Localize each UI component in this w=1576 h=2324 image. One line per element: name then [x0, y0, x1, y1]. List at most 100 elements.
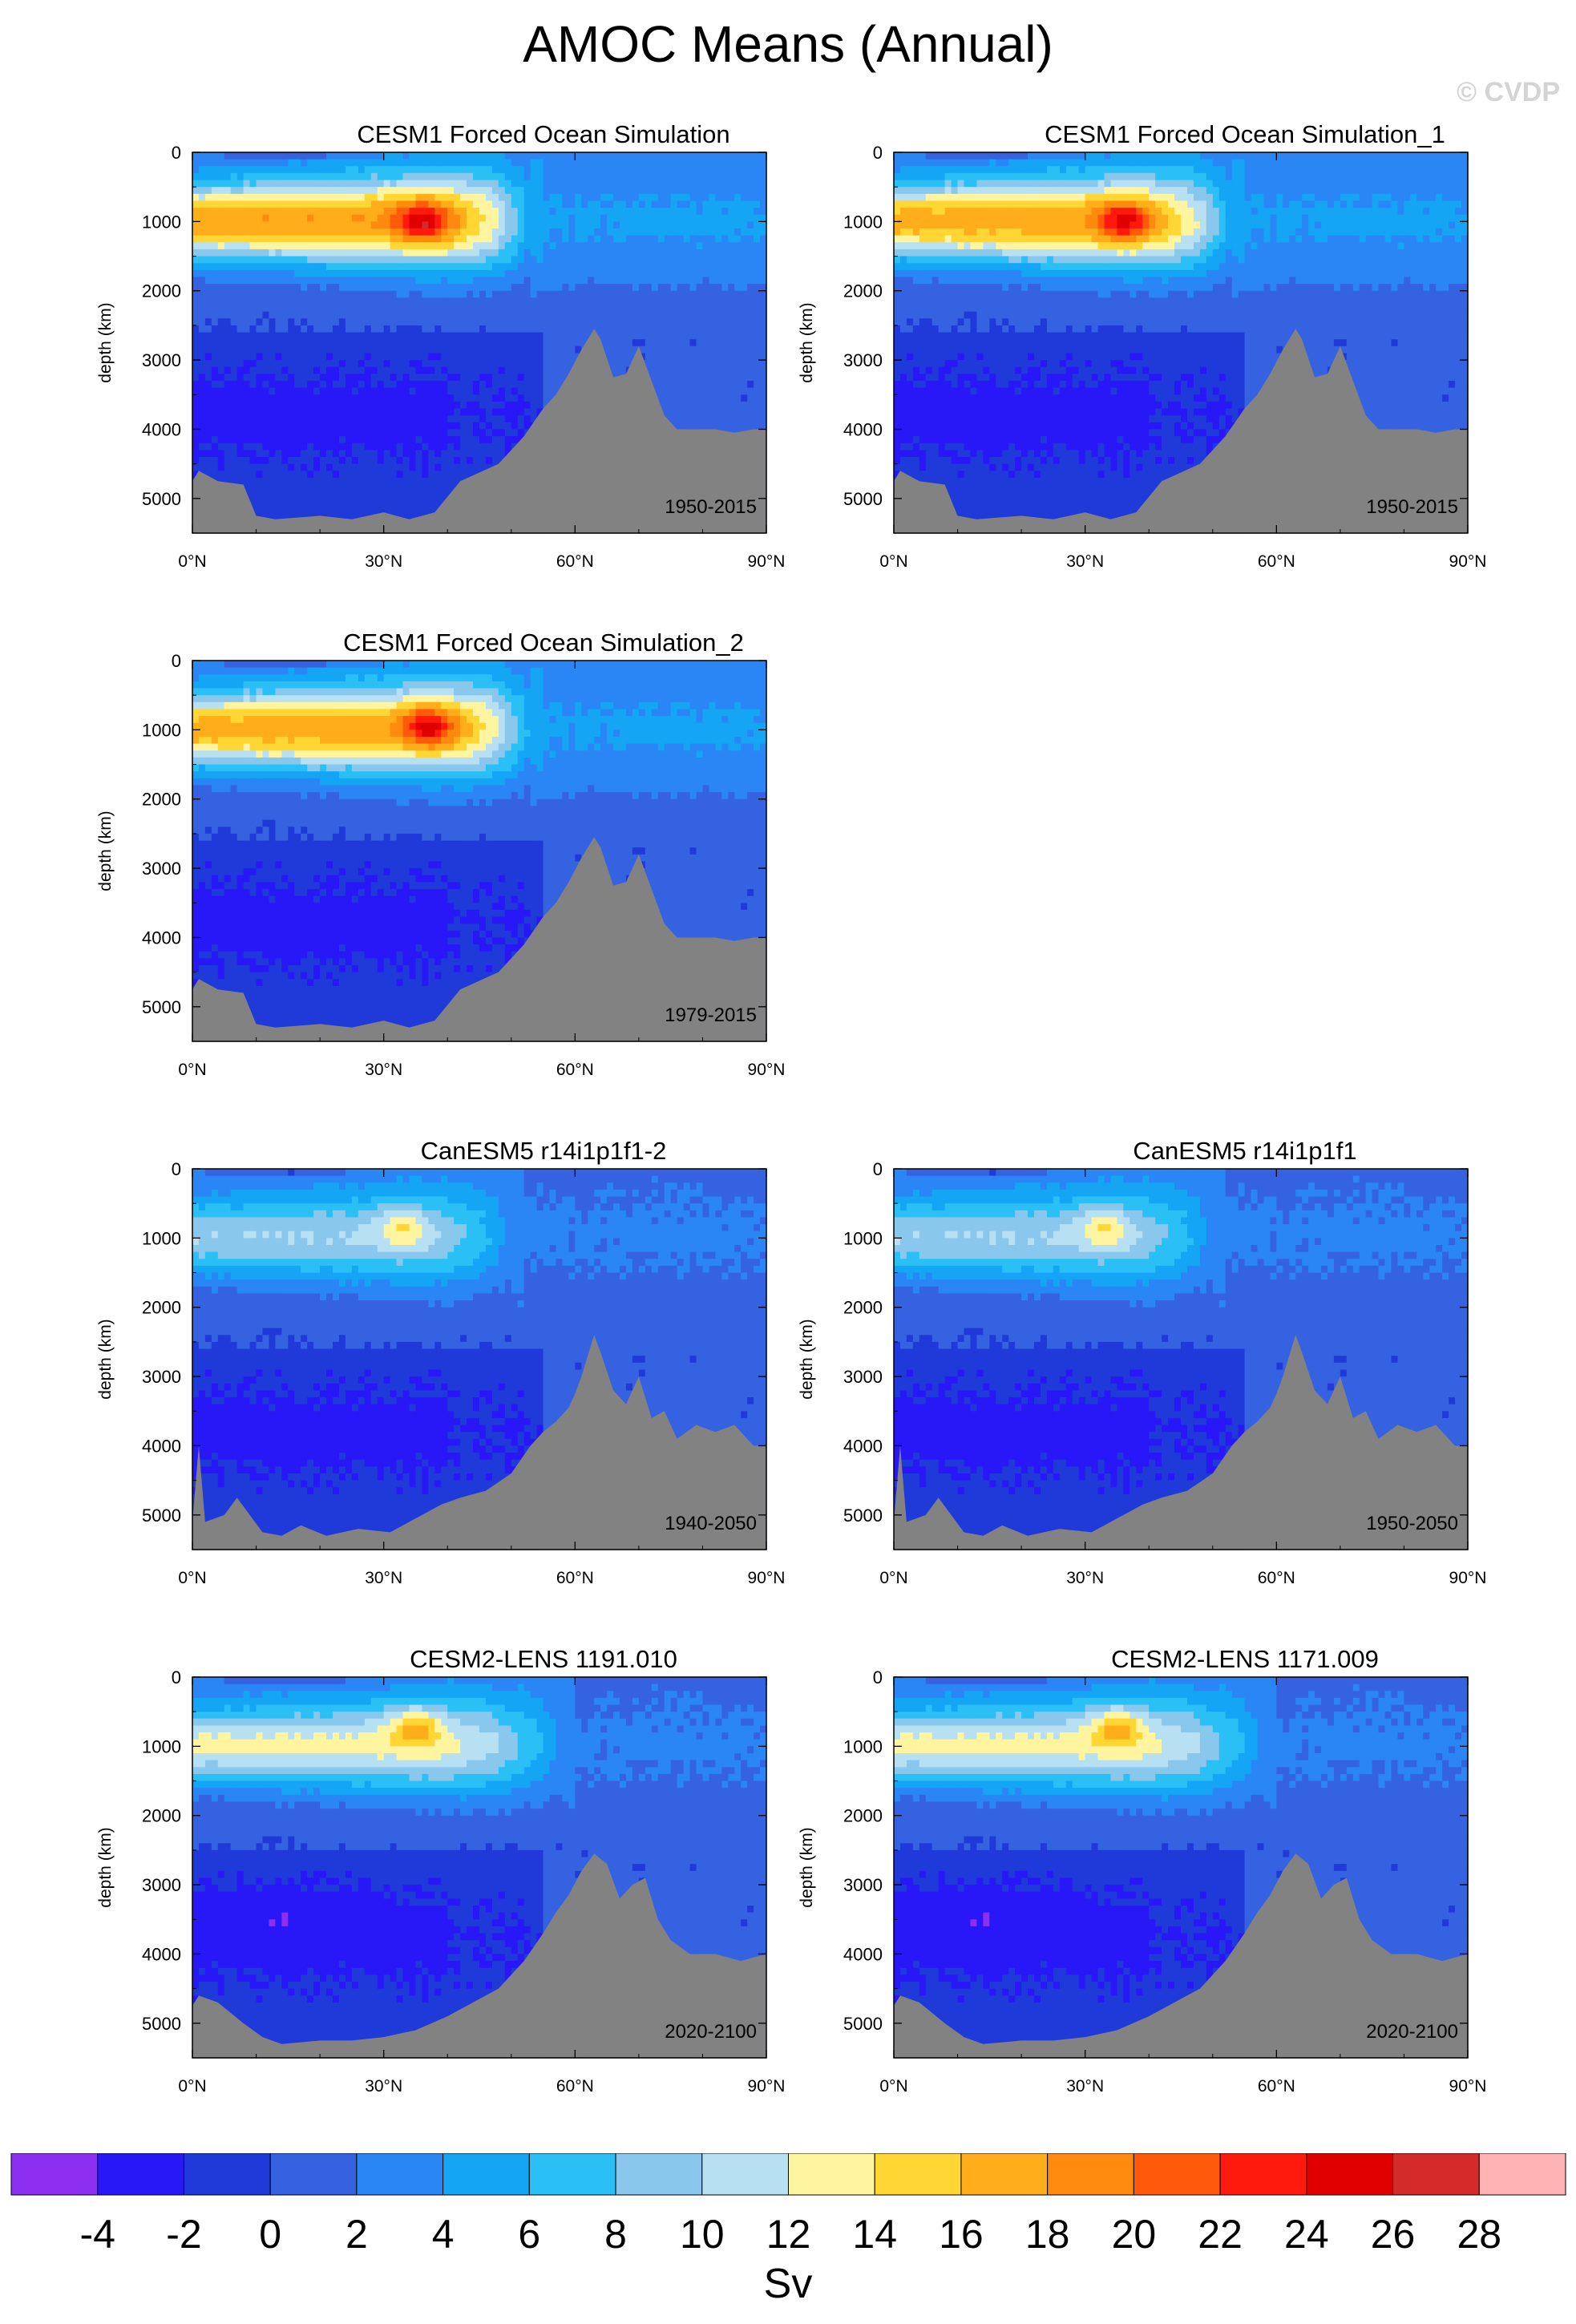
y-tick-label: 3000	[142, 350, 181, 370]
field-cell	[422, 408, 429, 416]
field-cell	[498, 235, 506, 243]
field-cell	[415, 214, 422, 222]
field-cell	[696, 159, 704, 167]
field-cell	[741, 166, 748, 174]
field-cell	[613, 339, 620, 347]
field-cell	[345, 408, 353, 416]
field-cell	[581, 277, 588, 285]
field-cell	[491, 374, 499, 382]
field-cell	[613, 263, 620, 271]
field-cell	[447, 318, 455, 326]
field-cell	[217, 187, 225, 195]
field-cell	[696, 374, 704, 382]
field-cell	[747, 242, 754, 250]
field-cell	[415, 152, 422, 160]
field-cell	[364, 166, 372, 174]
field-cell	[288, 353, 295, 361]
field-cell	[307, 284, 314, 292]
field-cell	[607, 228, 614, 236]
field-cell	[702, 242, 709, 250]
field-cell	[543, 221, 551, 229]
field-cell	[281, 193, 289, 202]
field-cell	[498, 346, 506, 354]
field-cell	[320, 200, 327, 208]
field-cell	[415, 208, 422, 216]
field-cell	[479, 318, 487, 326]
field-cell	[664, 235, 672, 243]
field-cell	[441, 477, 448, 486]
field-cell	[523, 297, 531, 305]
field-cell	[345, 249, 353, 257]
field-cell	[696, 422, 704, 430]
field-cell	[536, 394, 544, 402]
field-cell	[479, 228, 487, 236]
field-cell	[530, 339, 538, 347]
field-cell	[333, 477, 340, 486]
field-cell	[326, 471, 333, 479]
field-cell	[236, 180, 244, 188]
field-cell	[275, 242, 282, 250]
field-cell	[320, 277, 327, 285]
field-cell	[523, 305, 531, 313]
field-cell	[454, 339, 461, 347]
field-cell	[217, 394, 225, 402]
field-cell	[562, 269, 569, 278]
field-cell	[326, 374, 333, 382]
field-cell	[556, 193, 564, 202]
field-cell	[549, 228, 557, 236]
field-cell	[333, 429, 340, 437]
field-cell	[638, 325, 646, 333]
field-cell	[734, 214, 742, 222]
field-cell	[721, 180, 729, 188]
field-cell	[467, 284, 474, 292]
field-cell	[620, 332, 627, 340]
field-cell	[313, 332, 321, 340]
field-cell	[345, 318, 353, 326]
field-cell	[485, 152, 493, 160]
field-cell	[562, 360, 569, 368]
field-cell	[294, 394, 301, 402]
field-cell	[498, 166, 506, 174]
field-cell	[294, 277, 301, 285]
field-cell	[345, 463, 353, 471]
field-cell	[568, 242, 576, 250]
field-cell	[249, 325, 257, 333]
field-cell	[491, 394, 499, 402]
field-cell	[664, 339, 672, 347]
field-cell	[351, 415, 359, 423]
field-cell	[600, 269, 608, 278]
field-cell	[338, 346, 346, 354]
field-cell	[338, 242, 346, 250]
field-cell	[485, 457, 493, 465]
field-cell	[236, 305, 244, 313]
field-cell	[530, 263, 538, 271]
field-cell	[441, 457, 448, 465]
field-cell	[530, 394, 538, 402]
field-cell	[467, 339, 474, 347]
field-cell	[670, 381, 678, 389]
field-cell	[204, 152, 212, 160]
field-cell	[396, 200, 404, 208]
field-cell	[256, 166, 264, 174]
field-cell	[556, 256, 564, 264]
field-cell	[434, 221, 442, 229]
field-cell	[620, 221, 627, 229]
field-cell	[326, 290, 333, 298]
field-cell	[741, 339, 748, 347]
field-cell	[307, 297, 314, 305]
field-cell	[543, 277, 551, 285]
field-cell	[301, 484, 308, 492]
field-cell	[294, 443, 301, 451]
field-cell	[351, 512, 359, 520]
field-cell	[422, 325, 429, 333]
field-cell	[473, 284, 480, 292]
field-cell	[198, 443, 206, 451]
field-cell	[657, 311, 665, 319]
field-cell	[313, 401, 321, 410]
field-cell	[307, 269, 314, 278]
field-cell	[422, 491, 429, 499]
field-cell	[754, 422, 761, 430]
field-cell	[467, 277, 474, 285]
field-cell	[651, 214, 659, 222]
field-cell	[377, 366, 385, 374]
